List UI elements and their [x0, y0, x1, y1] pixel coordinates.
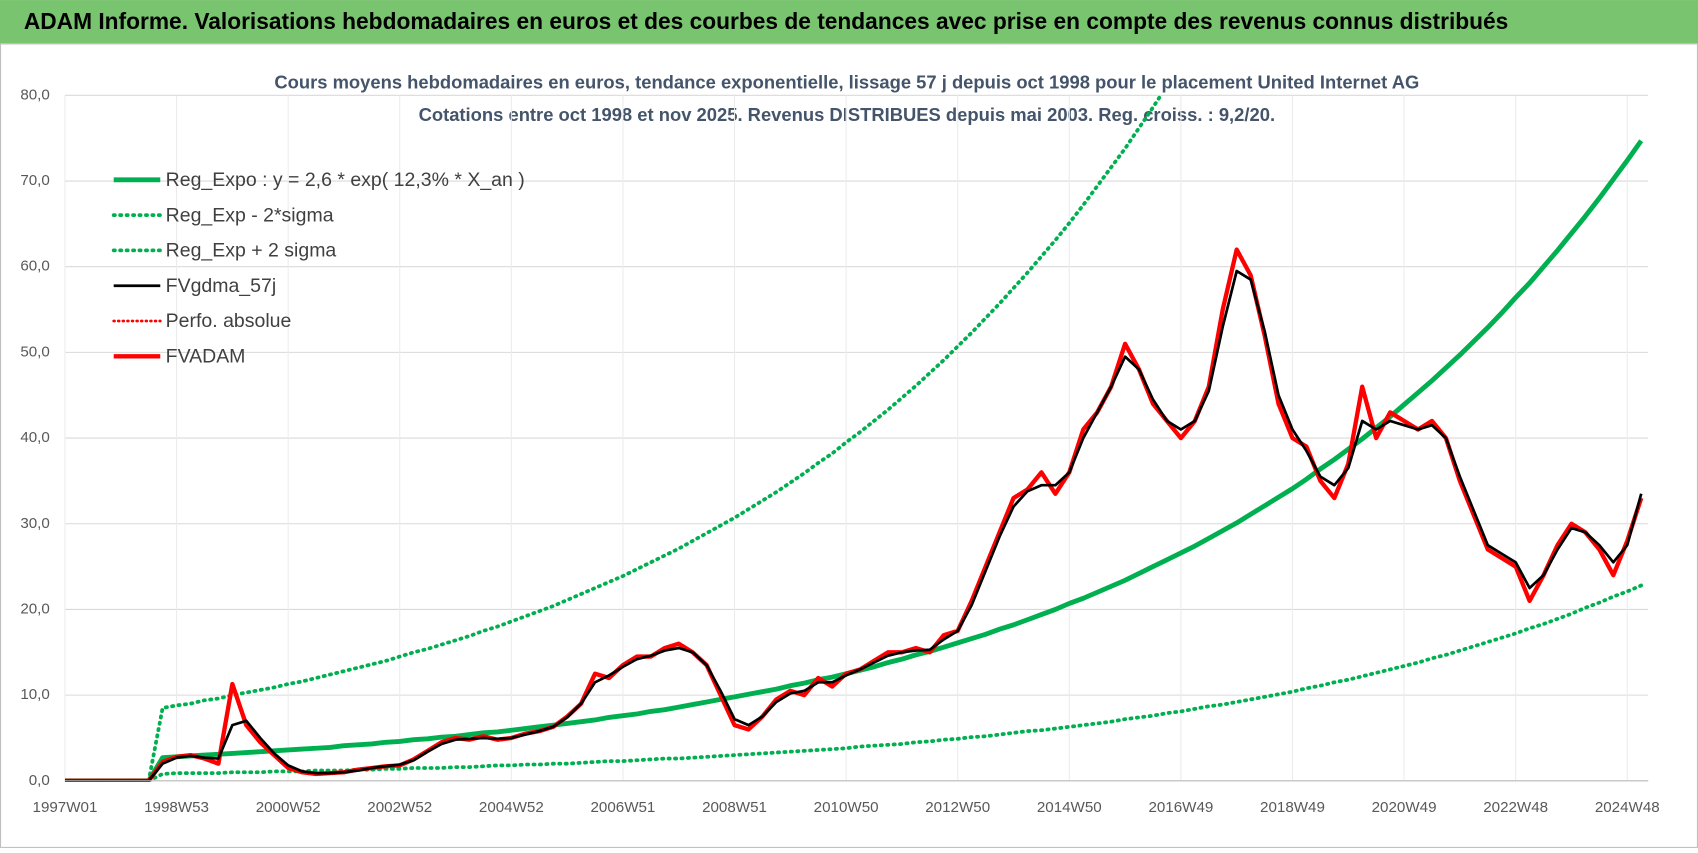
chart-title: ADAM Informe. Valorisations hebdomadaire…	[24, 8, 1509, 34]
x-tick-label: 2006W51	[590, 799, 655, 816]
x-tick-label: 2012W50	[925, 799, 990, 816]
subtitle: Cotations entre oct 1998 et nov 2025. Re…	[419, 104, 1276, 125]
axes: 0,0 10,0 20,0 30,0 40,0 50,0 60,0 70,0 80,0 1997W…	[20, 86, 1659, 816]
x-tick-label: 1997W01	[33, 799, 98, 816]
legend-label: FVADAM	[166, 346, 246, 368]
y-tick-label: 20,0	[20, 600, 50, 617]
subtitle: Cours moyens hebdomadaires en euros, ten…	[274, 71, 1419, 92]
y-tick-label: 60,0	[20, 258, 50, 275]
x-tick-label: 1998W53	[144, 799, 209, 816]
legend: Reg_Expo : y = 2,6 * exp( 12,3% * X_an )…	[111, 169, 525, 368]
y-tick-label: 80,0	[20, 86, 50, 103]
series-line	[64, 269, 1643, 782]
series-line	[64, 95, 1164, 782]
x-tick-label: 2020W49	[1372, 799, 1437, 816]
series-line	[64, 583, 1644, 782]
chart-border	[0, 43, 1698, 848]
x-tick-label: 2008W51	[702, 799, 767, 816]
y-tick-label: 70,0	[20, 172, 50, 189]
legend-label: Reg_Expo : y = 2,6 * exp( 12,3% * X_an )	[166, 169, 525, 191]
y-tick-label: 0,0	[29, 772, 50, 789]
x-tick-label: 2022W48	[1483, 799, 1548, 816]
legend-label: Perfo. absolue	[166, 310, 292, 332]
x-tick-label: 2000W52	[256, 799, 321, 816]
x-tick-label: 2018W49	[1260, 799, 1325, 816]
y-tick-label: 50,0	[20, 343, 50, 360]
x-tick-label: 2002W52	[367, 799, 432, 816]
header-bar	[0, 0, 1698, 44]
legend-label: Reg_Exp - 2*sigma	[166, 204, 334, 226]
x-tick-label: 2024W48	[1595, 799, 1660, 816]
grid	[64, 94, 1649, 782]
x-tick-label: 2016W49	[1148, 799, 1213, 816]
plot-area	[64, 95, 1644, 782]
y-tick-label: 10,0	[20, 686, 50, 703]
x-tick-label: 2010W50	[814, 799, 879, 816]
legend-label: Reg_Exp + 2 sigma	[166, 240, 337, 262]
y-tick-label: 30,0	[20, 515, 50, 532]
x-tick-label: 2014W50	[1037, 799, 1102, 816]
y-tick-label: 40,0	[20, 429, 50, 446]
legend-label: FVgdma_57j	[166, 275, 276, 297]
x-tick-label: 2004W52	[479, 799, 544, 816]
